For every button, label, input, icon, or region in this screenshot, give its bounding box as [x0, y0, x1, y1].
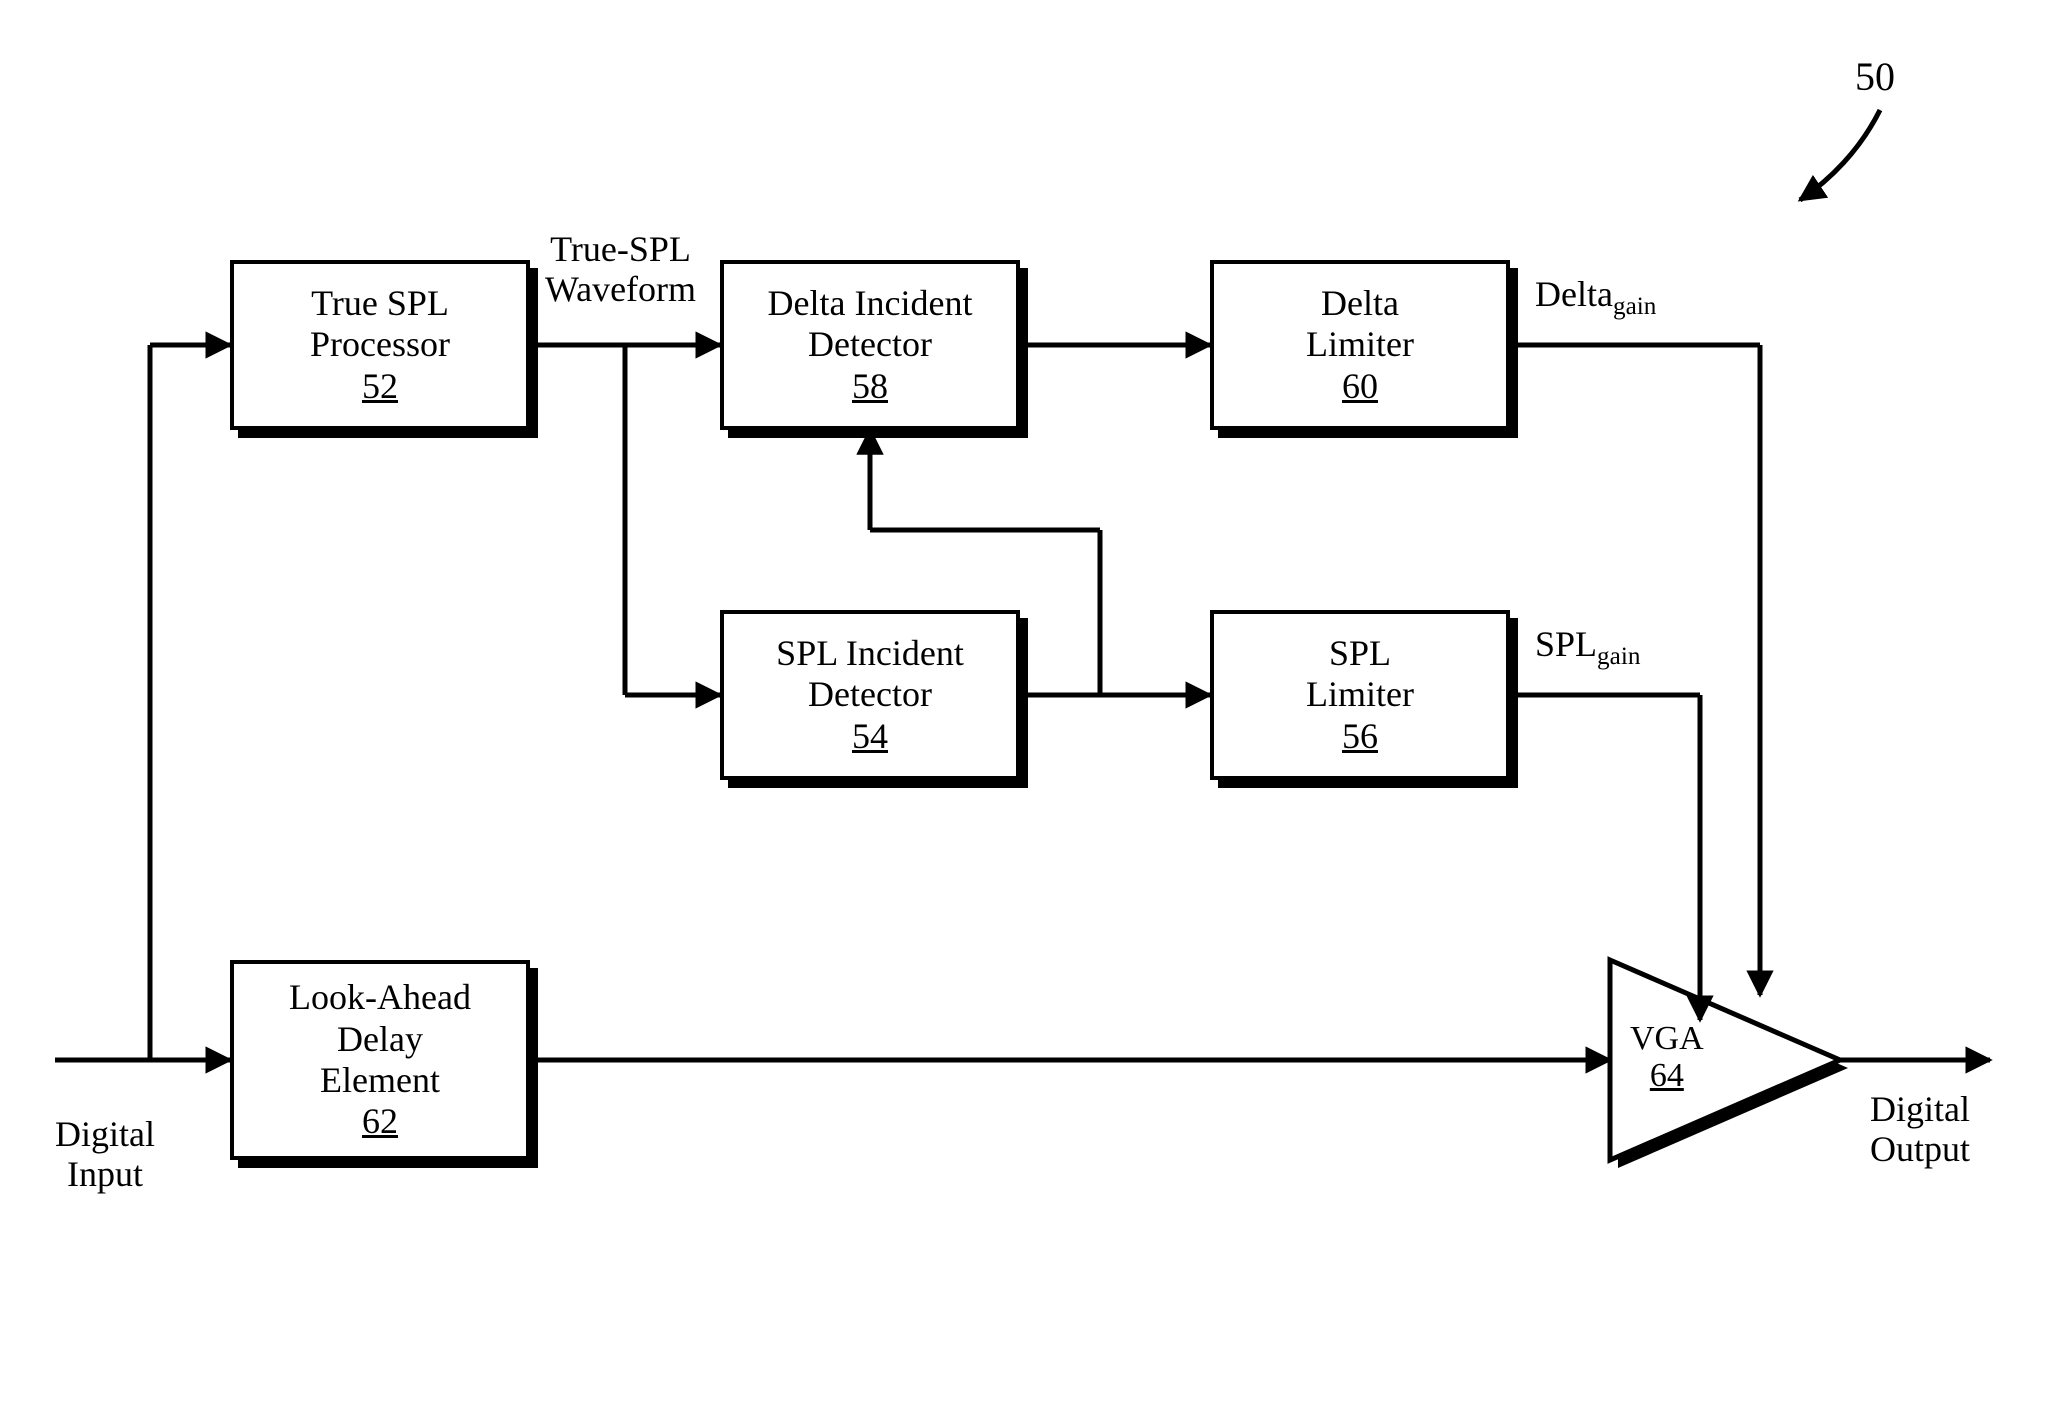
label-true-spl-waveform-line0: True-SPL [545, 230, 696, 270]
label-true-spl-waveform-line1: Waveform [545, 270, 696, 310]
block-true_spl-ref: 52 [362, 366, 398, 407]
block-delta_lim-line0: Delta [1321, 283, 1399, 324]
label-spl-gain-sub: gain [1597, 643, 1640, 670]
block-true_spl-line1: Processor [310, 324, 450, 365]
block-spl_det-line0: SPL Incident [776, 633, 964, 674]
block-delay: Look-AheadDelayElement62 [230, 960, 530, 1160]
block-spl_lim: SPLLimiter56 [1210, 610, 1510, 780]
block-spl_lim-line0: SPL [1329, 633, 1391, 674]
block-delay-line2: Element [320, 1060, 440, 1101]
figure-ref-arrow [1800, 110, 1880, 200]
block-delta_det-line0: Delta Incident [768, 283, 973, 324]
block-true_spl: True SPLProcessor52 [230, 260, 530, 430]
label-spl-gain: SPLgain [1535, 625, 1640, 671]
block-spl_det-line1: Detector [808, 674, 932, 715]
vga-label-text: VGA [1630, 1020, 1704, 1057]
block-spl_det-ref: 54 [852, 716, 888, 757]
label-true-spl-waveform: True-SPLWaveform [545, 230, 696, 309]
block-delta_lim-ref: 60 [1342, 366, 1378, 407]
block-delay-ref: 62 [362, 1101, 398, 1142]
figure-ref-label: 50 [1855, 55, 1895, 99]
block-true_spl-line0: True SPL [311, 283, 449, 324]
label-digital-output-line0: Digital [1870, 1090, 1970, 1130]
label-delta-gain: Deltagain [1535, 275, 1656, 321]
block-delay-line0: Look-Ahead [289, 977, 471, 1018]
label-spl-gain-text: SPL [1535, 624, 1597, 664]
block-delay-line1: Delay [337, 1019, 423, 1060]
label-delta-gain-text: Delta [1535, 274, 1613, 314]
label-delta-gain-sub: gain [1613, 293, 1656, 320]
label-digital-input-line1: Input [55, 1155, 155, 1195]
label-digital-input: DigitalInput [55, 1115, 155, 1194]
block-delta_lim-line1: Limiter [1306, 324, 1414, 365]
block-delta_det-line1: Detector [808, 324, 932, 365]
block-spl_det: SPL IncidentDetector54 [720, 610, 1020, 780]
block-spl_lim-line1: Limiter [1306, 674, 1414, 715]
label-digital-output: DigitalOutput [1870, 1090, 1970, 1169]
block-delta_det-ref: 58 [852, 366, 888, 407]
block-delta_lim: DeltaLimiter60 [1210, 260, 1510, 430]
vga-label: VGA64 [1630, 1020, 1704, 1095]
block-delta_det: Delta IncidentDetector58 [720, 260, 1020, 430]
block-spl_lim-ref: 56 [1342, 716, 1378, 757]
vga-ref: 64 [1630, 1057, 1704, 1094]
label-digital-input-line0: Digital [55, 1115, 155, 1155]
label-digital-output-line1: Output [1870, 1130, 1970, 1170]
